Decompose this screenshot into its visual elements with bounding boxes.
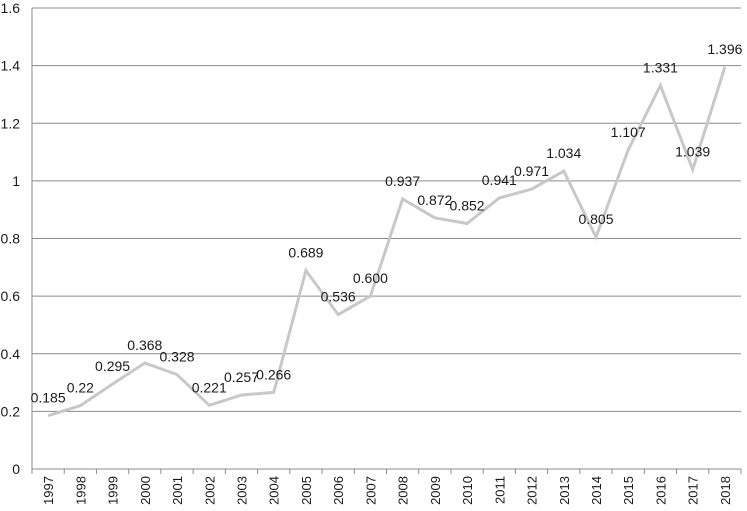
y-tick-label: 0.2 [1, 403, 21, 419]
x-tick-label: 1997 [41, 476, 56, 505]
data-label: 1.039 [675, 144, 710, 160]
data-label: 0.937 [385, 173, 420, 189]
x-tick-label: 1999 [106, 476, 121, 505]
y-tick-label: 1.4 [1, 58, 21, 74]
x-tick-label: 2010 [460, 476, 475, 505]
y-tick-label: 1.6 [1, 0, 21, 16]
x-axis-tick-labels: 1997 1998 1999 2000 2001 2002 2003 2004 2005 2006… [41, 476, 733, 505]
data-label: 1.396 [707, 41, 742, 57]
x-tick-label: 2018 [718, 476, 733, 505]
x-tick-label: 2007 [363, 476, 378, 505]
data-label: 0.600 [353, 270, 388, 286]
x-tick-label: 2011 [492, 476, 507, 504]
x-tick-label: 2013 [557, 476, 572, 505]
y-tick-label: 1.2 [1, 115, 21, 131]
data-label: 0.852 [450, 198, 485, 214]
data-label: 0.185 [31, 390, 66, 406]
x-tick-label: 2005 [299, 476, 314, 505]
data-label: 1.107 [611, 124, 646, 140]
data-label: 0.295 [95, 358, 130, 374]
data-label: 1.034 [546, 145, 581, 161]
x-tick-label: 2002 [202, 476, 217, 505]
x-tick-label: 2014 [589, 476, 604, 505]
x-tick-label: 2008 [396, 476, 411, 505]
x-tick-label: 2009 [428, 476, 443, 505]
series-line [47, 66, 727, 418]
data-label: 0.266 [256, 366, 291, 382]
x-tick-label: 2016 [653, 476, 668, 505]
x-tick-label: 2017 [686, 476, 701, 505]
x-tick-label: 2001 [170, 476, 185, 505]
data-label: 0.368 [127, 337, 162, 353]
data-label: 0.328 [159, 348, 194, 364]
y-tick-label: 0.4 [1, 346, 21, 362]
data-label: 0.22 [67, 380, 94, 396]
axes [31, 8, 742, 474]
x-tick-label: 1998 [73, 476, 88, 505]
x-tick-label: 2012 [525, 476, 540, 505]
data-label: 0.872 [417, 192, 452, 208]
gridlines [32, 7, 741, 412]
data-label: 0.221 [192, 379, 227, 395]
data-label: 0.941 [482, 172, 517, 188]
y-tick-label: 0 [12, 461, 20, 477]
data-label: 0.805 [578, 211, 613, 227]
data-label: 0.971 [514, 163, 549, 179]
x-tick-label: 2000 [138, 476, 153, 505]
data-label: 0.689 [288, 244, 323, 260]
y-tick-label: 0.8 [1, 231, 21, 247]
data-label: 1.331 [643, 60, 678, 76]
y-tick-label: 0.6 [1, 288, 21, 304]
series-layer [47, 66, 727, 418]
data-label: 0.257 [224, 369, 259, 385]
y-axis-tick-labels: 0 0.2 0.4 0.6 0.8 1 1.2 1.4 1.6 [1, 0, 21, 477]
x-tick-label: 2015 [621, 476, 636, 505]
data-label: 0.536 [321, 289, 356, 305]
x-tick-label: 2006 [331, 476, 346, 505]
x-tick-label: 2004 [267, 476, 282, 505]
y-tick-label: 1 [12, 173, 20, 189]
x-tick-label: 2003 [234, 476, 249, 505]
